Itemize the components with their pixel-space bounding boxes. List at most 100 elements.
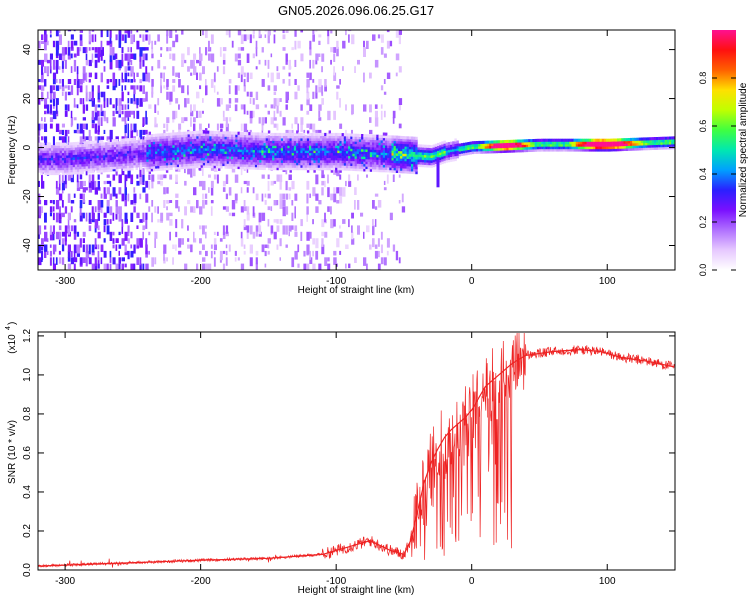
heatmap-cell [193, 53, 197, 60]
heatmap-cell [192, 145, 195, 149]
heatmap-cell [96, 164, 99, 168]
heatmap-cell [634, 140, 637, 144]
heatmap-cell [252, 187, 255, 194]
heatmap-cell [165, 135, 169, 139]
heatmap-cell [46, 145, 50, 149]
heatmap-cell [436, 159, 440, 163]
heatmap-cell [478, 150, 481, 154]
heatmap-cell [79, 171, 82, 175]
heatmap-cell [103, 225, 106, 233]
heatmap-cell [92, 162, 95, 166]
heatmap-cell [166, 123, 169, 132]
heatmap-cell [660, 144, 663, 148]
heatmap-cell [58, 250, 61, 255]
heatmap-cell [160, 47, 163, 51]
heatmap-cell [185, 160, 188, 164]
heatmap-cell [267, 180, 270, 191]
heatmap-cell [82, 231, 86, 237]
heatmap-cell [567, 143, 570, 147]
heatmap-cell [415, 154, 418, 158]
heatmap-cell [57, 154, 60, 158]
heatmap-cell [73, 59, 77, 67]
heatmap-cell [105, 144, 108, 148]
heatmap-cell [76, 47, 80, 56]
heatmap-cell [209, 157, 212, 161]
heatmap-cell [319, 159, 323, 163]
heatmap-cell [249, 72, 253, 79]
heatmap-cell [106, 180, 111, 184]
heatmap-cell [436, 167, 440, 171]
heatmap-cell [77, 158, 80, 162]
heatmap-cell [82, 193, 85, 203]
heatmap-cell [265, 157, 269, 161]
heatmap-cell [333, 219, 336, 227]
heatmap-cell [172, 132, 175, 136]
heatmap-cell [58, 193, 63, 201]
heatmap-cell [252, 159, 256, 163]
heatmap-cell [181, 136, 184, 140]
heatmap-cell [530, 146, 533, 150]
heatmap-cell [68, 147, 71, 151]
heatmap-cell [87, 165, 91, 169]
heatmap-cell [237, 158, 240, 162]
heatmap-cell [57, 142, 60, 146]
heatmap-cell [341, 164, 344, 168]
heatmap-cell [199, 225, 202, 230]
heatmap-cell [377, 200, 382, 208]
heatmap-cell [411, 148, 414, 152]
heatmap-cell [450, 141, 453, 145]
heatmap-cell [165, 162, 169, 166]
heatmap-cell [443, 145, 446, 149]
heatmap-cell [343, 138, 347, 142]
heatmap-cell [152, 151, 156, 155]
heatmap-cell [454, 145, 457, 149]
heatmap-cell [312, 79, 315, 83]
heatmap-cell [298, 150, 301, 154]
heatmap-cell [645, 137, 648, 141]
heatmap-cell [130, 85, 134, 90]
heatmap-cell [434, 160, 438, 164]
heatmap-cell [582, 146, 585, 150]
heatmap-cell [383, 53, 387, 58]
heatmap-cell [450, 146, 453, 150]
heatmap-cell [133, 263, 136, 270]
heatmap-cell [259, 161, 262, 165]
heatmap-cell [38, 79, 41, 83]
heatmap-cell [354, 148, 357, 152]
heatmap-cell [120, 163, 123, 167]
heatmap-cell [315, 193, 319, 201]
heatmap-cell [586, 146, 589, 150]
heatmap-cell [115, 193, 118, 199]
heatmap-cell [306, 142, 310, 146]
heatmap-cell [67, 129, 70, 134]
colorbar-label: Normalized spectral amplitude [738, 82, 749, 217]
heatmap-cell [636, 142, 639, 146]
heatmap-cell [189, 143, 193, 147]
heatmap-cell [322, 140, 325, 144]
heatmap-cell [52, 225, 55, 234]
heatmap-cell [90, 145, 93, 149]
heatmap-cell [118, 231, 121, 236]
heatmap-cell [170, 135, 173, 139]
heatmap-cell [179, 139, 182, 143]
heatmap-cell [324, 140, 327, 144]
heatmap-cell [345, 244, 349, 249]
heatmap-cell [246, 72, 249, 83]
heatmap-cell [391, 135, 394, 139]
heatmap-cell [597, 138, 600, 142]
heatmap-cell [580, 148, 583, 152]
heatmap-cell [64, 154, 67, 158]
heatmap-cell [44, 167, 47, 171]
heatmap-cell [226, 165, 230, 169]
heatmap-cell [85, 244, 89, 254]
heatmap-cell [145, 244, 148, 255]
heatmap-cell [411, 163, 414, 167]
heatmap-cell [265, 135, 269, 139]
heatmap-cell [142, 164, 145, 168]
heatmap-cell [52, 85, 56, 91]
heatmap-cell [452, 146, 455, 150]
heatmap-cell [315, 91, 318, 99]
heatmap-cell [187, 200, 191, 205]
heatmap-cell [311, 157, 314, 161]
heatmap-cell [272, 137, 275, 141]
